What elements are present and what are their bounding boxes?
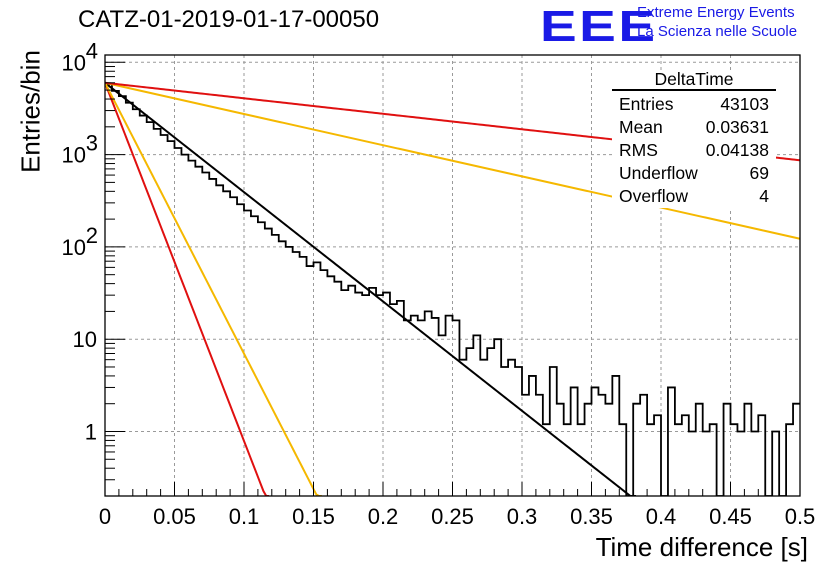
x-tick-label: 0.45 [709,504,752,529]
y-tick-label: 10 [73,327,97,352]
stats-label: Mean [619,117,663,137]
y-tick-exponent: 2 [86,223,98,248]
chart-title: CATZ-01-2019-01-17-00050 [78,6,380,33]
eee-logo: EEE [540,2,658,51]
y-tick-label: 10 [62,235,86,260]
stats-value: 43103 [720,94,769,114]
plot-frame [104,54,801,497]
y-tick-label: 1 [85,419,97,444]
axes: 0 0.05 0.1 0.15 0.2 0.25 0.3 0.35 0.4 0.45 0.5 1 10 1… [62,38,816,529]
stats-value: 69 [750,163,769,183]
stats-label: RMS [619,140,658,160]
x-tick-label: 0.15 [292,504,335,529]
fit-curve [105,81,800,240]
x-tick-label: 0.05 [153,504,196,529]
stats-value: 4 [759,186,769,206]
x-tick-label: 0.1 [229,504,260,529]
y-tick-label: 10 [62,50,86,75]
fit-curve [105,82,270,496]
brand-line: La Scienza nelle Scuole [637,23,798,40]
x-tick-label: 0.2 [368,504,399,529]
y-tick-exponent: 4 [86,38,98,63]
x-tick-label: 0.35 [570,504,613,529]
stats-title: DeltaTime [654,69,733,89]
x-tick-label: 0.4 [646,504,677,529]
x-tick-label: 0.3 [507,504,538,529]
histogram-deltatime [105,83,800,496]
stats-label: Underflow [619,163,698,183]
brand-line: Extreme Energy Events [637,4,795,21]
fit-curve [105,82,322,496]
x-tick-label: 0.25 [431,504,474,529]
stats-value: 0.04138 [706,140,769,160]
stats-box: DeltaTime Entries 43103 Mean 0.03631 RMS… [612,69,776,208]
stats-label: Entries [619,94,674,114]
stats-value: 0.03631 [706,117,769,137]
y-tick-label: 10 [62,143,86,168]
fit-curve [105,81,636,496]
stats-label: Overflow [619,186,688,206]
y-axis-label: Entries/bin [15,50,46,173]
brand-text: Extreme Energy Events La Scienza nelle S… [637,3,797,41]
x-axis-label: Time difference [s] [595,532,808,562]
y-tick-exponent: 3 [86,131,98,156]
x-tick-label: 0.5 [785,504,816,529]
x-tick-label: 0 [99,504,111,529]
